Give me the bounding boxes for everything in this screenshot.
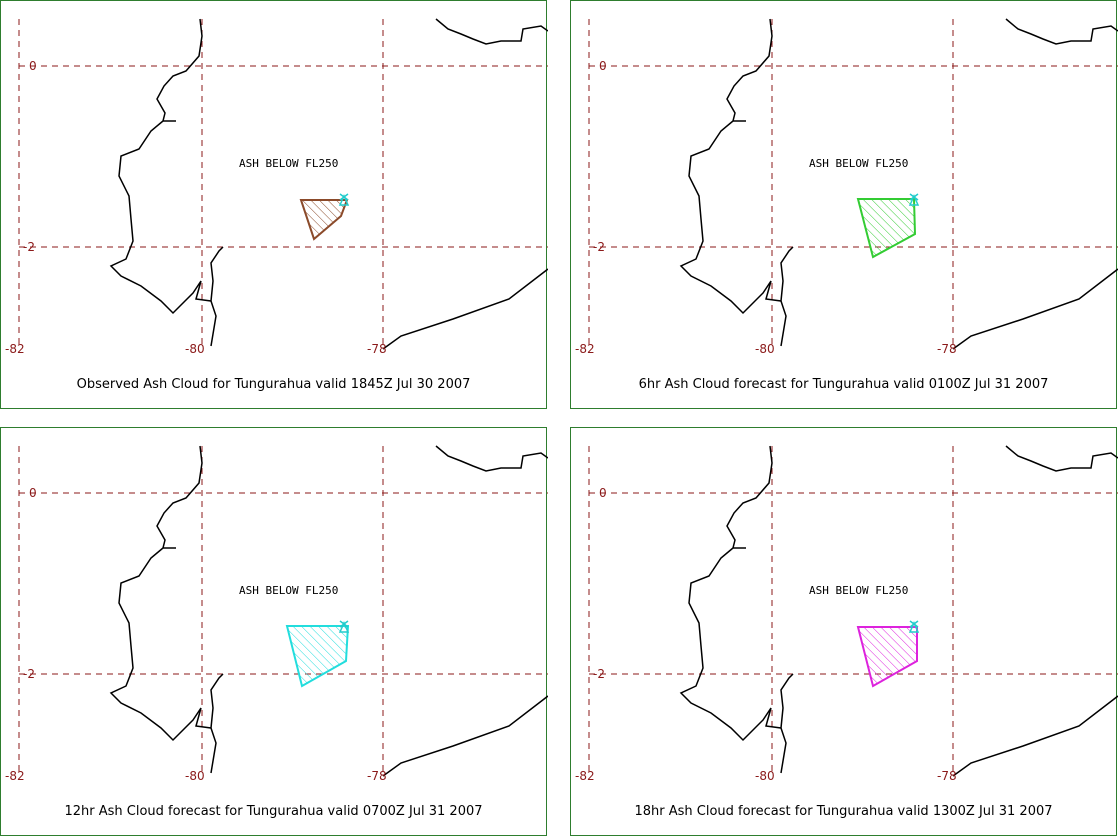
volcano-marker bbox=[338, 620, 350, 633]
ash-level-label: ASH BELOW FL250 bbox=[809, 157, 908, 170]
lat-label-minus2: -2 bbox=[23, 240, 35, 254]
map-canvas: ASH BELOW FL250 0 -2 -82 -80 -78 bbox=[5, 18, 548, 356]
ash-level-label: ASH BELOW FL250 bbox=[809, 584, 908, 597]
map-panel-6hr: ASH BELOW FL250 0 -2 -82 -80 -78 6hr Ash… bbox=[570, 0, 1118, 409]
volcano-marker bbox=[908, 193, 920, 206]
grid-lines bbox=[588, 19, 1118, 346]
panel-caption: 12hr Ash Cloud forecast for Tungurahua v… bbox=[64, 804, 483, 819]
lon-label-82: -82 bbox=[575, 342, 595, 356]
ash-cloud-polygon bbox=[856, 626, 918, 688]
ash-cloud-polygon bbox=[285, 625, 350, 688]
coastline bbox=[109, 18, 548, 350]
coastline bbox=[679, 445, 1118, 777]
lon-label-82: -82 bbox=[5, 342, 25, 356]
lat-label-minus2: -2 bbox=[23, 667, 35, 681]
lon-label-82: -82 bbox=[575, 769, 595, 783]
ash-cloud-polygon bbox=[856, 198, 917, 259]
lat-label-0: 0 bbox=[29, 59, 37, 73]
lat-label-minus2: -2 bbox=[593, 667, 605, 681]
lat-label-0: 0 bbox=[599, 486, 607, 500]
lon-label-78: -78 bbox=[937, 769, 957, 783]
lat-label-0: 0 bbox=[599, 59, 607, 73]
lon-label-80: -80 bbox=[755, 769, 775, 783]
map-panel-12hr: ASH BELOW FL250 0 -2 -82 -80 -78 12hr As… bbox=[0, 427, 548, 836]
panel-caption: 18hr Ash Cloud forecast for Tungurahua v… bbox=[634, 804, 1053, 819]
ash-cloud-polygon bbox=[299, 199, 349, 241]
ash-level-label: ASH BELOW FL250 bbox=[239, 584, 338, 597]
lon-label-82: -82 bbox=[5, 769, 25, 783]
map-canvas: ASH BELOW FL250 0 -2 -82 -80 -78 bbox=[5, 445, 548, 783]
grid-lines bbox=[18, 446, 548, 773]
volcano-marker bbox=[908, 620, 920, 633]
lon-label-80: -80 bbox=[755, 342, 775, 356]
panel-caption: 6hr Ash Cloud forecast for Tungurahua va… bbox=[638, 377, 1049, 392]
lon-label-80: -80 bbox=[185, 342, 205, 356]
coastline bbox=[679, 18, 1118, 350]
lon-label-78: -78 bbox=[367, 769, 387, 783]
grid-lines bbox=[588, 446, 1118, 773]
lat-label-0: 0 bbox=[29, 486, 37, 500]
coastline bbox=[109, 445, 548, 777]
map-panel-18hr: ASH BELOW FL250 0 -2 -82 -80 -78 18hr As… bbox=[570, 427, 1118, 836]
panel-caption: Observed Ash Cloud for Tungurahua valid … bbox=[76, 377, 471, 392]
map-canvas: ASH BELOW FL250 0 -2 -82 -80 -78 bbox=[575, 18, 1118, 356]
lon-label-80: -80 bbox=[185, 769, 205, 783]
volcano-marker bbox=[338, 193, 350, 206]
ash-level-label: ASH BELOW FL250 bbox=[239, 157, 338, 170]
lat-label-minus2: -2 bbox=[593, 240, 605, 254]
grid-lines bbox=[18, 19, 548, 346]
lon-label-78: -78 bbox=[367, 342, 387, 356]
map-canvas: ASH BELOW FL250 0 -2 -82 -80 -78 bbox=[575, 445, 1118, 783]
lon-label-78: -78 bbox=[937, 342, 957, 356]
map-panel-observed: ASH BELOW FL250 0 -2 -82 -80 -78 Observe… bbox=[0, 0, 548, 409]
